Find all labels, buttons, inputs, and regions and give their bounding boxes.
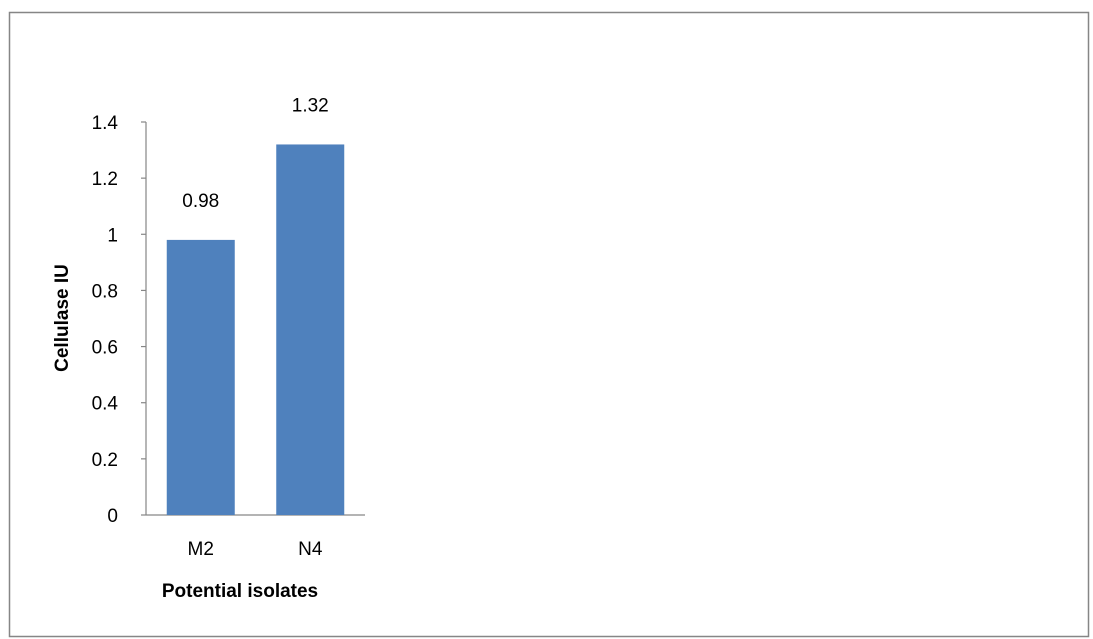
bar-n4	[276, 144, 345, 515]
y-tick-label: 1.4	[92, 113, 119, 134]
data-label-m2: 0.98	[182, 191, 219, 212]
x-tick-label-m2: M2	[188, 539, 214, 560]
y-tick-label: 1	[107, 225, 118, 246]
plot-area: 0 0.2 0.4 0.6 0.8 1 1.2 1.4 0.98 M2 1.32 N4	[92, 95, 365, 560]
y-tick-label: 0.4	[92, 394, 119, 415]
x-axis-title: Potential isolates	[162, 581, 318, 602]
y-tick-label: 0.8	[92, 281, 118, 302]
y-axis-title: Cellulase IU	[52, 264, 73, 372]
data-label-n4: 1.32	[292, 95, 329, 116]
y-tick-label: 1.2	[92, 169, 118, 190]
bar-m2	[166, 239, 235, 515]
y-tick-label: 0.2	[92, 450, 118, 471]
x-tick-label-n4: N4	[298, 539, 323, 560]
y-tick-label: 0	[107, 506, 118, 527]
y-tick-label: 0.6	[92, 338, 118, 359]
